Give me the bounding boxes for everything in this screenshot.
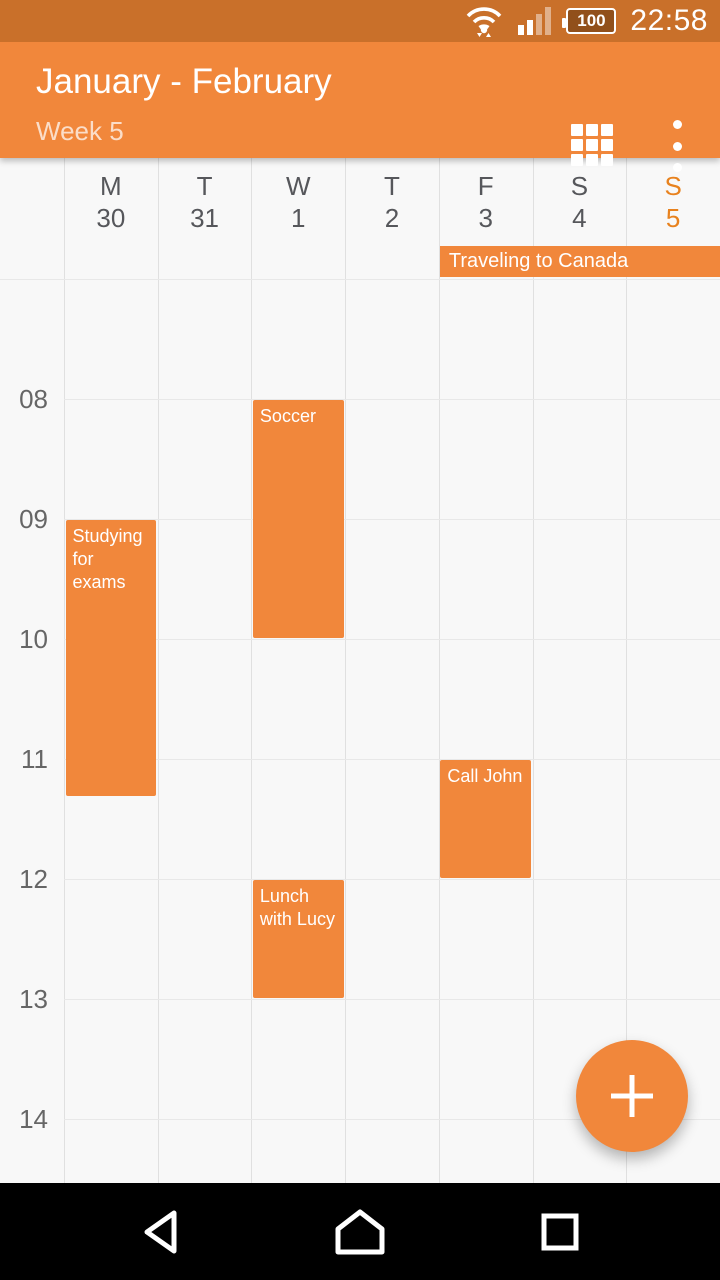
- page-title: January - February: [36, 62, 332, 101]
- day-number: 1: [291, 203, 306, 233]
- week-view: M 30 T 31 W 1 T 2 F 3 S 4 S 5 08 09 10 11 12 13 14 Traveling …: [0, 158, 720, 1183]
- hour-label-09: 09: [19, 504, 48, 534]
- back-icon: [144, 1210, 177, 1253]
- day-letter: T: [196, 171, 213, 201]
- day-number: 30: [96, 203, 126, 233]
- signal-icon: [518, 7, 552, 35]
- android-nav-bar: [0, 1183, 720, 1280]
- status-bar: 100 22:58: [0, 0, 720, 42]
- hour-gridline: [64, 999, 720, 1000]
- home-button[interactable]: [318, 1202, 402, 1262]
- grid-column-line: [345, 158, 347, 1183]
- event-block[interactable]: Soccer: [252, 400, 344, 638]
- battery-percent: 100: [577, 11, 606, 30]
- day-letter: W: [286, 171, 311, 201]
- event-block[interactable]: Studying for exams: [65, 520, 157, 797]
- hour-gridline: [64, 759, 720, 760]
- hour-gridline: [0, 279, 720, 280]
- clock: 22:58: [630, 4, 708, 37]
- event-block[interactable]: Call John: [440, 760, 532, 878]
- day-number: 4: [572, 203, 587, 233]
- day-header-m30[interactable]: M 30: [64, 158, 158, 246]
- hour-label-11: 11: [21, 744, 48, 774]
- hour-label-13: 13: [19, 984, 48, 1014]
- hour-label-10: 10: [19, 624, 48, 654]
- day-letter: S: [664, 171, 682, 201]
- overflow-menu-icon[interactable]: [668, 120, 686, 172]
- grid-column-line: [157, 158, 159, 1183]
- day-letter: M: [100, 171, 122, 201]
- grid-column-line: [626, 158, 628, 1183]
- back-button[interactable]: [118, 1202, 202, 1262]
- recents-button[interactable]: [518, 1202, 602, 1262]
- day-header-t31[interactable]: T 31: [158, 158, 252, 246]
- hour-gridline: [64, 519, 720, 520]
- month-grid-icon[interactable]: [571, 124, 613, 166]
- recents-icon: [541, 1213, 579, 1250]
- wifi-icon: [467, 7, 502, 37]
- hour-label-14: 14: [19, 1104, 48, 1134]
- battery-icon: 100: [562, 8, 617, 34]
- allday-event[interactable]: Traveling to Canada: [439, 246, 720, 277]
- hour-label-08: 08: [19, 384, 48, 414]
- day-number: 2: [384, 203, 400, 233]
- hour-gridline: [64, 879, 720, 880]
- day-letter: S: [570, 171, 589, 201]
- hour-gridline: [64, 399, 720, 400]
- hour-gridline: [64, 639, 720, 640]
- home-icon: [335, 1209, 385, 1254]
- hour-gridline: [64, 1119, 720, 1120]
- grid-column-line: [438, 158, 440, 1183]
- grid-column-line: [532, 158, 534, 1183]
- hour-label-12: 12: [19, 864, 48, 894]
- week-subtitle: Week 5: [36, 116, 124, 146]
- day-number: 5: [665, 203, 681, 233]
- day-number: 3: [478, 203, 493, 233]
- app-bar: January - February Week 5: [0, 42, 720, 172]
- plus-icon: [611, 1075, 653, 1117]
- add-event-button[interactable]: [576, 1040, 688, 1152]
- grid-column-line: [64, 158, 65, 1183]
- day-number: 31: [190, 203, 220, 233]
- event-block[interactable]: Lunch with Lucy: [252, 880, 344, 998]
- grid-column-line: [251, 158, 253, 1183]
- day-letter: T: [384, 171, 400, 201]
- day-letter: F: [477, 171, 494, 201]
